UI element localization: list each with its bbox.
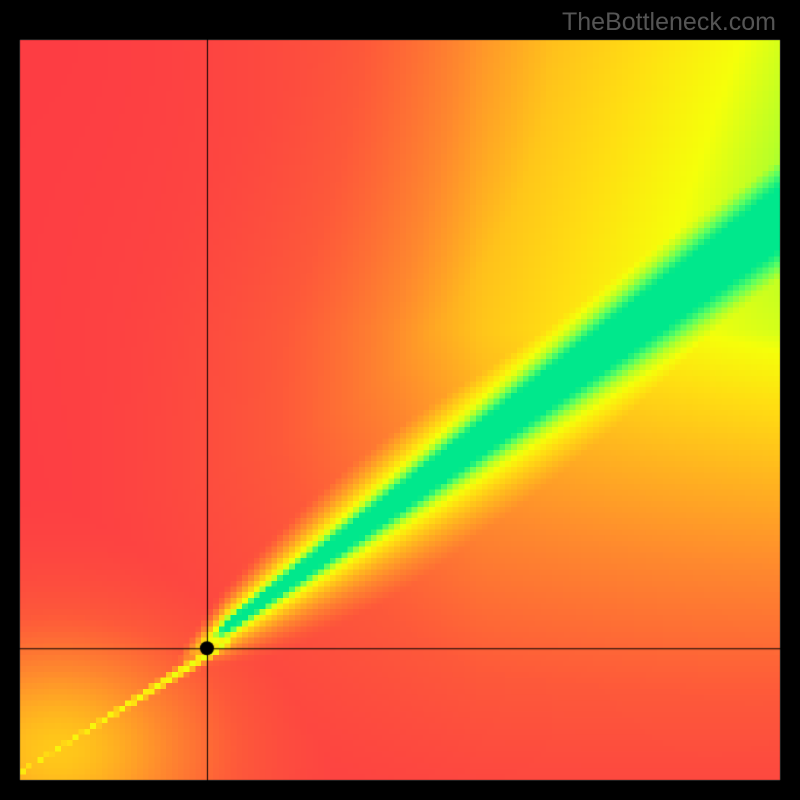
overlay-canvas bbox=[0, 0, 800, 800]
watermark-text: TheBottleneck.com bbox=[562, 8, 776, 37]
